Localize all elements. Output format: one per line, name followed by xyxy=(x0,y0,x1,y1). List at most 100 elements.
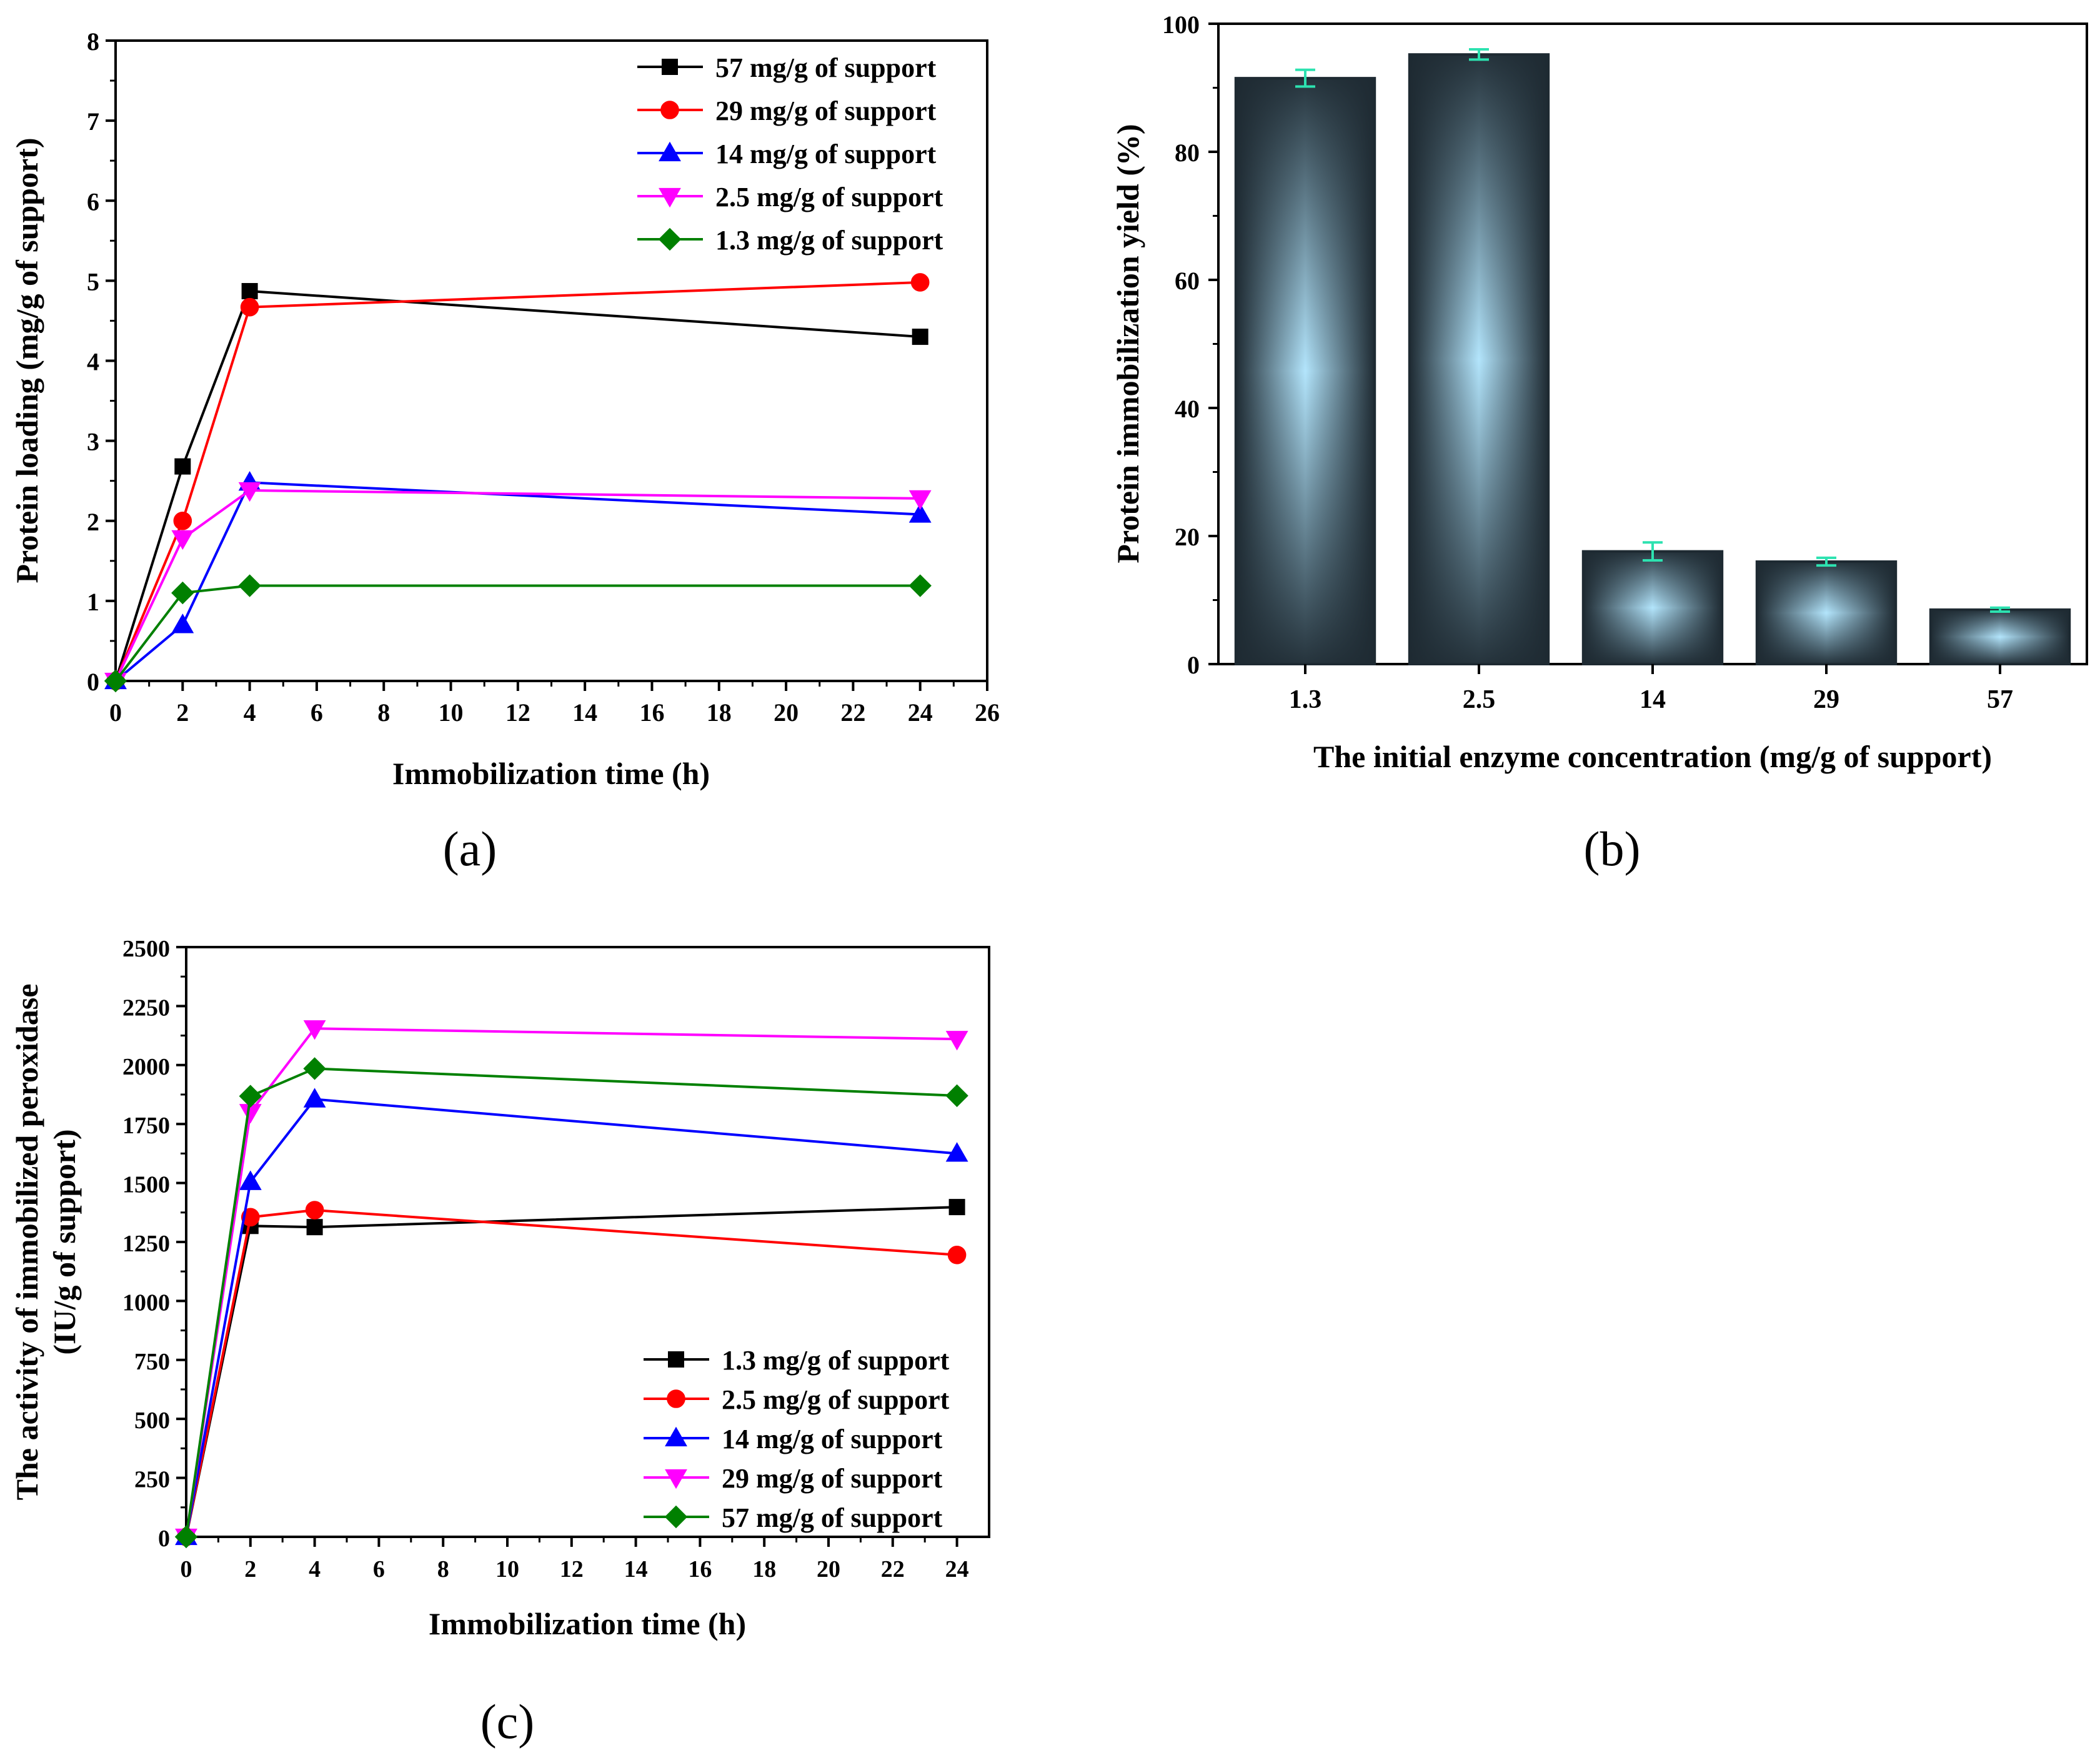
panel-c-data-point xyxy=(174,1525,198,1549)
panel-a-data-point xyxy=(174,458,191,475)
panel-a-legend-label: 29 mg/g of support xyxy=(715,96,937,126)
panel-c-legend-marker xyxy=(665,1469,687,1489)
panel-a-series-line-0 xyxy=(114,289,920,682)
panel-b-bar-chart: 1.3 2.5 14 29 57 0 20 40 60 80 100 The initial en… xyxy=(1110,11,2088,876)
panel-c-label: (c) xyxy=(480,1694,535,1749)
panel-a-x-tick-label: 22 xyxy=(840,698,865,727)
panel-c-legend-label: 57 mg/g of support xyxy=(722,1502,943,1533)
panel-b-y-ticks: 0 20 40 60 80 100 xyxy=(1162,11,1218,679)
panel-c-data-point xyxy=(303,1020,326,1040)
panel-c-data-point xyxy=(303,1057,326,1080)
panel-a-y-ticks: 0 1 2 3 4 5 6 7 8 xyxy=(87,27,116,696)
panel-a-data-point xyxy=(908,503,932,523)
panel-a-x-tick-label: 20 xyxy=(774,698,799,727)
panel-a-data-point xyxy=(912,329,928,345)
panel-c-x-tick-label: 6 xyxy=(373,1556,385,1582)
panel-a-x-tick-label: 2 xyxy=(176,698,189,727)
panel-b-x-ticks: 1.3 2.5 14 29 57 xyxy=(1289,664,2013,714)
panel-c-data-point xyxy=(305,1201,324,1219)
panel-b-x-axis-title: The initial enzyme concentration (mg/g o… xyxy=(1313,739,1992,774)
panel-a-legend-label: 14 mg/g of support xyxy=(715,139,937,169)
panel-c-series-line-1 xyxy=(185,1209,957,1537)
panel-c-legend-label: 2.5 mg/g of support xyxy=(722,1384,950,1415)
panel-a-data-point xyxy=(241,283,258,300)
panel-a-x-ticks: 0 2 4 6 8 10 12 14 16 18 20 22 24 26 xyxy=(109,681,1000,727)
panel-c-x-tick-label: 0 xyxy=(181,1556,192,1582)
panel-a-y-tick-label: 5 xyxy=(87,267,99,295)
panel-b-bars xyxy=(1234,48,2071,665)
panel-c-series-line-2 xyxy=(185,1098,957,1537)
panel-c-data-point xyxy=(239,1170,262,1190)
panel-a-x-tick-label: 18 xyxy=(707,698,732,727)
panel-c-y-tick-label: 2250 xyxy=(122,995,170,1021)
panel-a-label: (a) xyxy=(443,822,497,876)
panel-a-x-tick-label: 26 xyxy=(975,698,1000,727)
panel-c-x-tick-label: 14 xyxy=(624,1556,648,1582)
panel-a-data-point xyxy=(171,581,194,605)
panel-b-label: (b) xyxy=(1584,822,1641,876)
panel-c-x-tick-label: 16 xyxy=(688,1556,712,1582)
panel-c-data-point xyxy=(947,1245,967,1264)
panel-b-x-tick-label: 2.5 xyxy=(1463,685,1496,714)
panel-a-data-point xyxy=(240,297,259,317)
panel-c-data-point xyxy=(306,1219,323,1236)
panel-c-legend-marker xyxy=(667,1389,685,1408)
panel-c-y-tick-label: 2500 xyxy=(122,936,170,962)
panel-b-bar-shade xyxy=(1409,54,1549,664)
panel-b-x-tick-label: 29 xyxy=(1813,685,1839,714)
panel-a-series xyxy=(104,273,932,693)
panel-c-x-tick-label: 20 xyxy=(817,1556,840,1582)
panel-c-series xyxy=(174,1020,968,1549)
panel-a-y-tick-label: 4 xyxy=(87,348,99,376)
panel-a-series-line-1 xyxy=(114,281,920,682)
panel-c-y-tick-label: 1000 xyxy=(122,1289,170,1316)
panel-a-data-point xyxy=(171,530,194,550)
panel-b-y-tick-label: 40 xyxy=(1175,395,1200,423)
panel-c-data-point xyxy=(948,1199,965,1216)
panel-c-y-tick-label: 1500 xyxy=(122,1172,170,1198)
panel-a-legend-marker xyxy=(658,227,682,251)
panel-c-y-axis-title-line2: (IU/g of support) xyxy=(47,1129,82,1354)
panel-a-x-tick-label: 10 xyxy=(439,698,464,727)
panel-a-series-line-3 xyxy=(114,489,920,682)
panel-c-data-point xyxy=(303,1088,326,1108)
panel-c-x-tick-label: 4 xyxy=(309,1556,321,1582)
panel-a-y-tick-label: 3 xyxy=(87,428,99,456)
panel-c-data-point xyxy=(945,1084,968,1108)
panel-a-y-tick-label: 0 xyxy=(87,668,99,696)
panel-b-y-tick-label: 100 xyxy=(1162,11,1200,39)
panel-c-series-line-3 xyxy=(185,1027,957,1537)
panel-b-x-tick-label: 14 xyxy=(1640,685,1666,714)
panel-a-y-tick-label: 7 xyxy=(87,107,99,136)
panel-a-legend-marker xyxy=(660,101,679,119)
panel-a-x-tick-label: 0 xyxy=(109,698,122,727)
panel-c-x-tick-label: 18 xyxy=(752,1556,776,1582)
panel-b-y-tick-label: 80 xyxy=(1175,139,1200,167)
panel-a-legend-marker xyxy=(659,187,681,208)
panel-c-data-point xyxy=(945,1142,968,1162)
panel-a-data-point xyxy=(238,574,261,597)
panel-c-y-tick-label: 250 xyxy=(134,1467,170,1493)
panel-c-y-tick-label: 1250 xyxy=(122,1231,170,1257)
panel-a-x-tick-label: 8 xyxy=(377,698,390,727)
panel-a-legend: 57 mg/g of support 29 mg/g of support 14 m… xyxy=(637,52,943,256)
panel-c-x-tick-label: 22 xyxy=(881,1556,905,1582)
panel-b-bar-shade xyxy=(1583,551,1723,664)
panel-c-x-tick-label: 8 xyxy=(437,1556,449,1582)
panel-a-data-point xyxy=(104,669,127,693)
panel-c-y-tick-label: 0 xyxy=(158,1526,170,1552)
panel-a-data-point xyxy=(173,511,192,530)
panel-a-y-tick-label: 6 xyxy=(87,187,99,216)
panel-a-data-point xyxy=(910,273,930,292)
panel-c-y-tick-label: 1750 xyxy=(122,1113,170,1139)
panel-a-x-tick-label: 24 xyxy=(908,698,933,727)
panel-a-y-tick-label: 8 xyxy=(87,27,99,56)
panel-a-legend-label: 57 mg/g of support xyxy=(715,52,937,83)
panel-b-bar-shade xyxy=(1930,609,2070,664)
panel-a-series-line-4 xyxy=(114,584,920,682)
panel-b-y-tick-label: 20 xyxy=(1175,523,1200,551)
panel-a-data-point xyxy=(908,490,932,510)
panel-c-data-point xyxy=(945,1031,968,1051)
